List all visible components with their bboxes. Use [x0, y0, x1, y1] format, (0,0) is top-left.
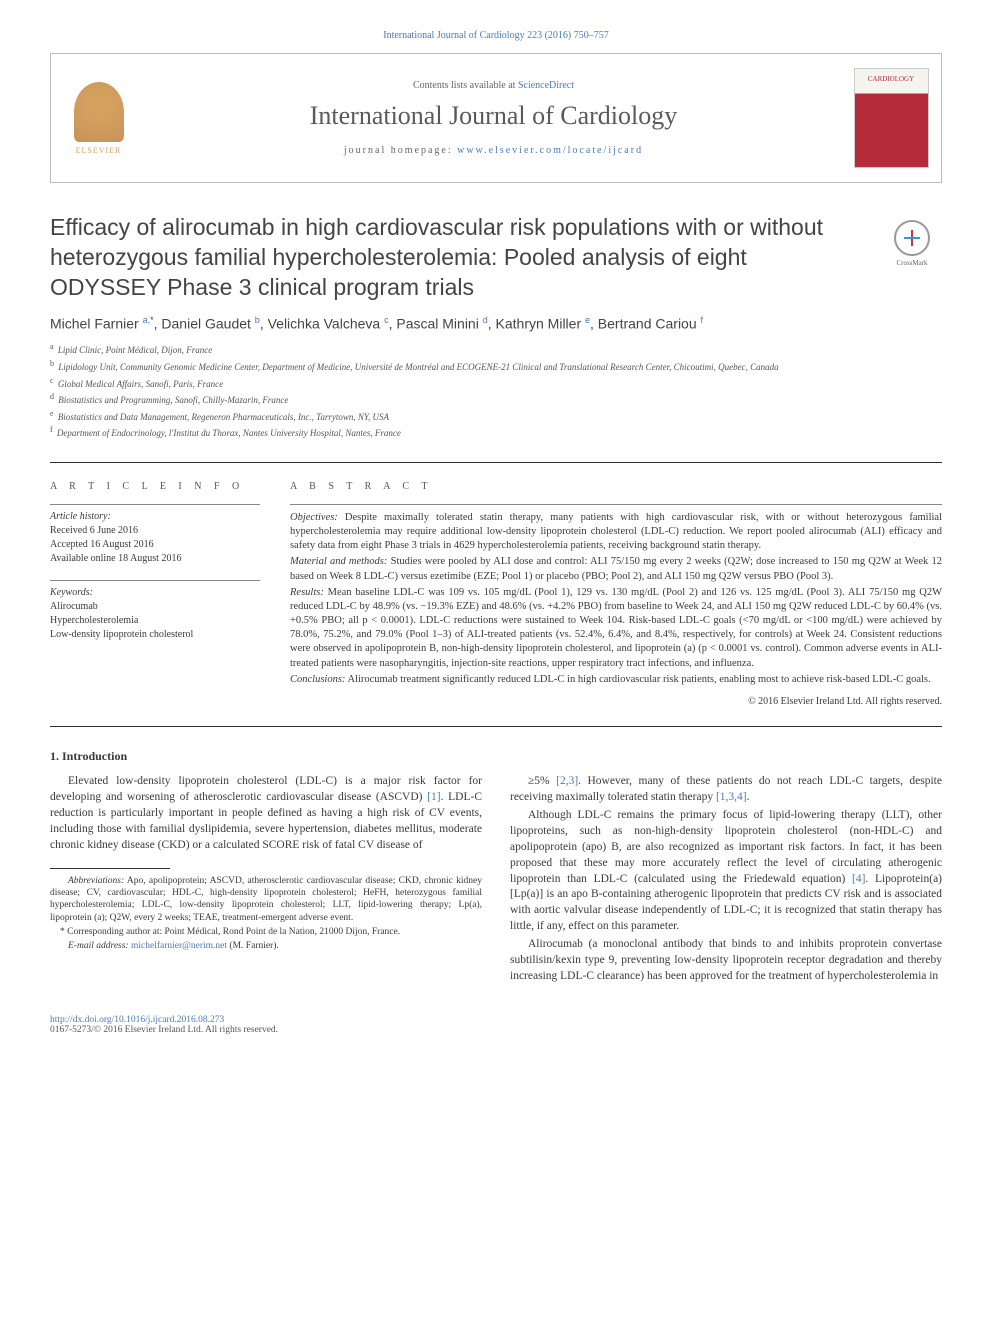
abstract-heading: A B S T R A C T: [290, 481, 942, 492]
abbrev-label: Abbreviations:: [68, 876, 124, 886]
affiliation-line: a Lipid Clinic, Point Médical, Dijon, Fr…: [50, 341, 942, 357]
intro-p2-a: ≥5%: [528, 775, 556, 787]
ref-link-1[interactable]: [1]: [427, 791, 440, 803]
affiliation-line: e Biostatistics and Data Management, Reg…: [50, 408, 942, 424]
journal-header-mid: Contents lists available at ScienceDirec…: [146, 54, 841, 182]
journal-cover-thumbnail: CARDIOLOGY: [854, 68, 929, 168]
corresponding-star: *: [60, 927, 65, 937]
body-text-columns: Elevated low-density lipoprotein cholest…: [50, 774, 942, 984]
journal-header: ELSEVIER Contents lists available at Sci…: [50, 53, 942, 183]
keyword-line: Alirocumab: [50, 600, 260, 614]
homepage-prefix: journal homepage:: [344, 145, 457, 156]
ref-link-134[interactable]: [1,3,4]: [716, 791, 747, 803]
crossmark-badge[interactable]: CrossMark: [882, 213, 942, 273]
history-line: Received 6 June 2016: [50, 524, 260, 538]
conclusions-label: Conclusions:: [290, 674, 345, 685]
email-label: E-mail address:: [68, 941, 129, 951]
history-line: Available online 18 August 2016: [50, 552, 260, 566]
intro-p2: ≥5% [2,3]. However, many of these patien…: [510, 774, 942, 806]
article-info-heading: A R T I C L E I N F O: [50, 481, 260, 492]
footnote-divider: [50, 868, 170, 869]
email-suffix: (M. Farnier).: [227, 941, 279, 951]
journal-citation: International Journal of Cardiology 223 …: [50, 30, 942, 41]
keyword-line: Low-density lipoprotein cholesterol: [50, 628, 260, 642]
issn-copyright-line: 0167-5273/© 2016 Elsevier Ireland Ltd. A…: [50, 1025, 942, 1035]
objectives-text: Despite maximally tolerated statin thera…: [290, 512, 942, 551]
affiliation-line: f Department of Endocrinology, l'Institu…: [50, 424, 942, 440]
methods-label: Material and methods:: [290, 556, 387, 567]
intro-p2-c: .: [747, 791, 750, 803]
authors-line: Michel Farnier a,*, Daniel Gaudet b, Vel…: [50, 315, 942, 332]
contents-prefix: Contents lists available at: [413, 80, 518, 91]
abstract-column: A B S T R A C T Objectives: Despite maxi…: [290, 481, 942, 709]
elsevier-logo-text: ELSEVIER: [76, 146, 122, 155]
sciencedirect-link[interactable]: ScienceDirect: [518, 80, 574, 91]
article-history-label: Article history:: [50, 511, 260, 522]
methods-text: Studies were pooled by ALI dose and cont…: [290, 556, 942, 581]
homepage-line: journal homepage: www.elsevier.com/locat…: [344, 145, 643, 156]
affiliation-line: b Lipidology Unit, Community Genomic Med…: [50, 358, 942, 374]
corresponding-email[interactable]: michelfarnier@nerim.net: [131, 941, 227, 951]
doi-link[interactable]: http://dx.doi.org/10.1016/j.ijcard.2016.…: [50, 1015, 224, 1025]
keywords-block: Keywords: AlirocumabHypercholesterolemia…: [50, 580, 260, 642]
intro-p3: Although LDL-C remains the primary focus…: [510, 808, 942, 935]
cover-thumb-block: CARDIOLOGY: [841, 54, 941, 182]
crossmark-label: CrossMark: [896, 259, 927, 267]
affiliation-line: d Biostatistics and Programming, Sanofi,…: [50, 391, 942, 407]
intro-p4: Alirocumab (a monoclonal antibody that b…: [510, 937, 942, 985]
objectives-label: Objectives:: [290, 512, 338, 523]
cover-title-text: CARDIOLOGY: [859, 75, 924, 83]
affiliations-list: a Lipid Clinic, Point Médical, Dijon, Fr…: [50, 341, 942, 440]
publisher-logo-block: ELSEVIER: [51, 54, 146, 182]
elsevier-logo: ELSEVIER: [64, 73, 134, 163]
abstract-body: Objectives: Despite maximally tolerated …: [290, 504, 942, 709]
article-title: Efficacy of alirocumab in high cardiovas…: [50, 213, 862, 303]
intro-p1-a: Elevated low-density lipoprotein cholest…: [50, 775, 482, 803]
ref-link-23[interactable]: [2,3]: [556, 775, 578, 787]
abstract-copyright: © 2016 Elsevier Ireland Ltd. All rights …: [290, 695, 942, 709]
ref-link-4[interactable]: [4]: [852, 873, 865, 885]
crossmark-icon: [894, 220, 930, 256]
journal-name: International Journal of Cardiology: [310, 101, 678, 131]
results-text: Mean baseline LDL-C was 109 vs. 105 mg/d…: [290, 587, 942, 669]
intro-heading: 1. Introduction: [50, 749, 942, 764]
conclusions-text: Alirocumab treatment significantly reduc…: [347, 674, 930, 685]
article-info-column: A R T I C L E I N F O Article history: R…: [50, 481, 260, 709]
affiliation-line: c Global Medical Affairs, Sanofi, Paris,…: [50, 375, 942, 391]
keyword-line: Hypercholesterolemia: [50, 614, 260, 628]
footnotes-block: Abbreviations: Apo, apolipoprotein; ASCV…: [50, 875, 482, 953]
intro-p1: Elevated low-density lipoprotein cholest…: [50, 774, 482, 853]
page-footer: http://dx.doi.org/10.1016/j.ijcard.2016.…: [50, 1015, 942, 1035]
results-label: Results:: [290, 587, 324, 598]
mid-rule: [50, 726, 942, 727]
elsevier-tree-icon: [74, 82, 124, 142]
history-line: Accepted 16 August 2016: [50, 538, 260, 552]
corresponding-text: Corresponding author at: Point Médical, …: [67, 927, 400, 937]
article-history-block: Article history: Received 6 June 2016Acc…: [50, 504, 260, 566]
homepage-link[interactable]: www.elsevier.com/locate/ijcard: [457, 145, 643, 156]
contents-available-line: Contents lists available at ScienceDirec…: [413, 80, 574, 91]
keywords-label: Keywords:: [50, 587, 260, 598]
